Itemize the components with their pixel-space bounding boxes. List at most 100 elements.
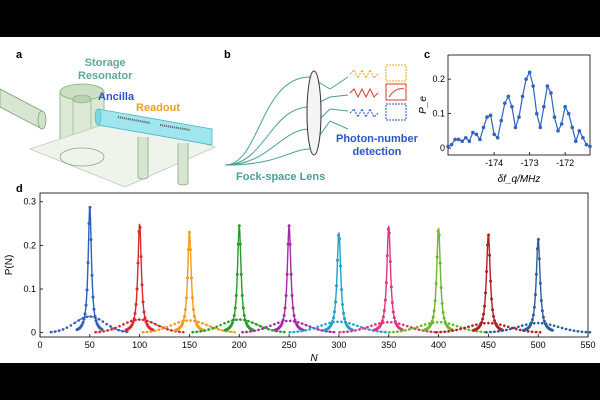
chart-d-broad-point	[308, 328, 311, 331]
chart-d-broad-point	[53, 330, 57, 333]
chart-d-broad-point	[560, 326, 564, 330]
chart-d-peak-point	[139, 255, 143, 259]
chart-d-broad-point	[374, 323, 377, 326]
chart-d-broad-point	[328, 330, 332, 334]
chart-d-xtick-label: 200	[232, 340, 247, 350]
chart-d-broad-point	[316, 328, 320, 331]
chart-c-point	[552, 115, 557, 119]
chart-d-broad-point	[403, 329, 407, 332]
chart-d-series	[241, 224, 336, 334]
chart-d-broad-point	[154, 322, 157, 326]
chart-d-broad-point	[165, 325, 169, 329]
chart-d-peak-point	[339, 288, 343, 292]
chart-d-peak-point	[537, 257, 541, 261]
chart-c-point	[467, 139, 472, 144]
chart-d-series	[191, 224, 286, 334]
chart-d-peak-point	[540, 309, 544, 313]
chart-d-broad-point	[296, 330, 299, 333]
chart-d-broad-point	[122, 323, 125, 326]
chart-d-peak-point	[88, 205, 92, 209]
chart-c-point	[449, 142, 454, 147]
chart-d-peak-point	[542, 319, 546, 323]
chart-d-peak-point	[339, 264, 343, 268]
chart-d-peak-point	[144, 320, 148, 324]
ancilla-label: Ancilla	[98, 91, 135, 103]
chart-d-peak-point	[332, 316, 336, 320]
chart-d-broad-point	[580, 330, 584, 334]
chart-d-broad-point	[340, 320, 343, 324]
chart-d-xtick-label: 50	[85, 340, 95, 350]
chart-d-peak-point	[433, 299, 437, 303]
chart-d-broad-point	[435, 320, 439, 324]
chart-d-broad-point	[97, 317, 101, 321]
chart-d-broad-point	[118, 324, 121, 328]
lens-icon	[306, 70, 322, 156]
chart-d-broad-point	[288, 330, 291, 334]
chart-d-broad-point	[69, 324, 73, 327]
chart-d-peak-line	[523, 237, 554, 332]
chart-d-xtick-label: 400	[431, 340, 446, 350]
chart-d-peak-point	[530, 318, 534, 322]
chart-d-peak-point	[184, 296, 188, 300]
chart-d-broad-point	[185, 319, 188, 322]
chart-d-broad-point	[110, 328, 113, 331]
chart-c-line	[447, 70, 591, 147]
chart-d-peak-point	[384, 281, 388, 285]
chart-d-broad-point	[102, 329, 105, 333]
chart-d-peak-point	[485, 269, 489, 273]
chart-d-peak-point	[489, 279, 493, 283]
chart-d-broad-point	[261, 327, 264, 331]
chart-d-broad-point	[157, 328, 161, 332]
chart-d-broad-point	[235, 318, 238, 322]
chart-d-broad-point	[166, 327, 169, 331]
chart-d-broad-point	[384, 330, 387, 334]
panel-a-letter: a	[16, 49, 23, 61]
chart-d-broad-point	[362, 327, 365, 330]
chart-c-point	[517, 115, 521, 119]
chart-c-point	[478, 137, 482, 142]
chart-d-peak-point	[288, 242, 292, 246]
chart-d-broad-point	[316, 325, 319, 329]
chart-d-peak-point	[180, 322, 184, 326]
chart-d-xtick-label: 550	[580, 340, 595, 350]
chart-d-broad-point	[292, 330, 295, 334]
chart-d-peak-point	[336, 258, 340, 262]
chart-d-broad-point	[203, 329, 206, 332]
chart-d-broad-point	[366, 325, 369, 329]
chart-d-peak-point	[241, 306, 245, 310]
chart-d-broad-point	[501, 329, 504, 333]
chart-d-broad-point	[512, 326, 516, 330]
chart-d-peak-point	[481, 317, 485, 321]
chart-d-broad-point	[141, 330, 145, 334]
chart-d-broad-point	[489, 330, 492, 334]
chart-d-broad-point	[247, 319, 250, 323]
chart-d-peak-point	[192, 315, 196, 319]
chart-d-broad-point	[142, 318, 145, 322]
chart-d-broad-point	[354, 329, 357, 332]
chart-d-broad-point	[419, 324, 423, 328]
chart-d-broad-point	[399, 329, 403, 333]
chart-d-series	[435, 232, 542, 334]
chart-d-peak-point	[529, 321, 533, 325]
chart-d-peak-point	[87, 222, 91, 226]
chart-c-point	[463, 135, 468, 140]
chart-d-peak-point	[293, 318, 297, 322]
chart-d-peak-point	[437, 233, 441, 237]
chart-c-point	[495, 135, 500, 140]
chart-d-peak-point	[533, 293, 537, 297]
chart-d-broad-point	[191, 330, 194, 334]
chart-d-broad-point	[245, 330, 248, 334]
chart-c-point	[520, 94, 525, 99]
chart-d-broad-point	[576, 330, 580, 333]
chart-d-broad-point	[201, 321, 204, 325]
chart-d-peak-line	[473, 232, 504, 331]
chart-d-peak-point	[182, 315, 186, 319]
chart-d-peak-point	[134, 302, 138, 306]
chart-d-peak-point	[292, 313, 296, 317]
chart-d-ytick-label: 0.1	[23, 284, 36, 294]
chart-d-peak-point	[333, 310, 337, 314]
chart-d-xtick-label: 0	[37, 340, 42, 350]
chart-d-peak-point	[388, 260, 392, 264]
chart-c-point	[488, 113, 493, 118]
chart-d-broad-point	[77, 318, 81, 322]
